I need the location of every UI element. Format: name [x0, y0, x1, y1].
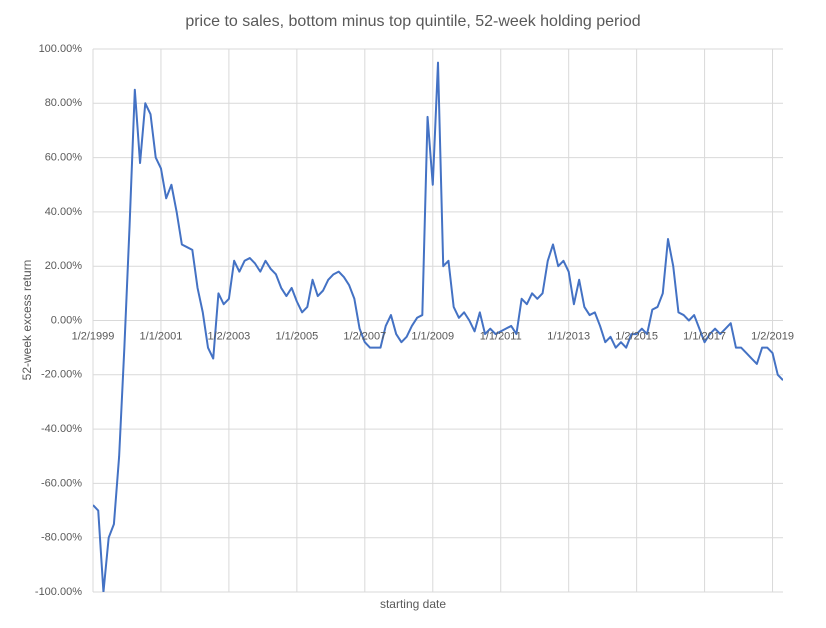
x-axis-title: starting date: [380, 597, 446, 611]
x-tick-label: 1/1/2005: [275, 330, 318, 342]
x-tick-label: 1/1/2009: [411, 330, 454, 342]
x-tick-label: 1/1/2017: [683, 330, 726, 342]
y-tick-label: -100.00%: [35, 586, 82, 598]
y-tick-label: 0.00%: [51, 314, 82, 326]
data-line: [93, 61, 783, 592]
y-tick-label: -20.00%: [41, 369, 82, 381]
y-tick-label: 100.00%: [39, 43, 83, 55]
x-tick-label: 1/2/2003: [207, 330, 250, 342]
y-tick-label: -60.00%: [41, 477, 82, 489]
y-tick-label: 60.00%: [45, 152, 83, 164]
x-tick-label: 1/2/2007: [343, 330, 386, 342]
y-tick-label: 80.00%: [45, 97, 83, 109]
x-tick-label: 1/1/2013: [547, 330, 590, 342]
y-tick-label: 40.00%: [45, 206, 83, 218]
x-tick-label: 1/2/2015: [615, 330, 658, 342]
x-tick-label: 1/1/2011: [480, 330, 522, 342]
chart-title: price to sales, bottom minus top quintil…: [185, 13, 640, 30]
x-tick-label: 1/1/2001: [140, 330, 183, 342]
y-tick-label: -40.00%: [41, 423, 82, 435]
x-tick-label: 1/2/1999: [72, 330, 115, 342]
y-axis-title: 52-week excess return: [20, 260, 34, 381]
y-tick-label: -80.00%: [41, 532, 82, 544]
y-tick-label: 20.00%: [45, 260, 83, 272]
x-tick-label: 1/2/2019: [751, 330, 794, 342]
